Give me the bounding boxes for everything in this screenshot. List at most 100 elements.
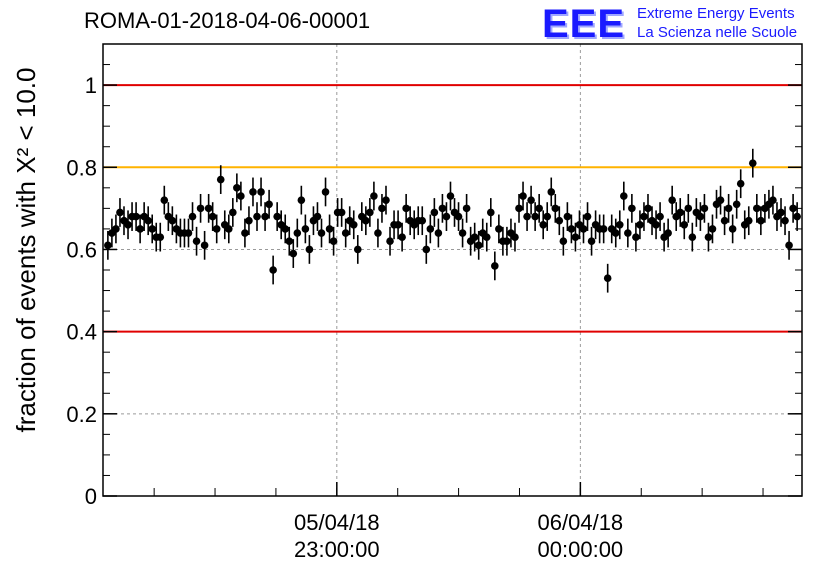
y-tick-label: 0.2	[66, 402, 97, 427]
data-point	[640, 212, 648, 221]
eee-logo-mark: EEE	[542, 2, 626, 46]
data-point	[680, 221, 689, 229]
data-point	[160, 196, 169, 204]
data-point	[426, 225, 435, 233]
data-point	[422, 245, 431, 254]
data-point	[519, 192, 527, 200]
data-point	[551, 204, 560, 213]
data-point	[398, 233, 406, 241]
data-point	[615, 221, 624, 229]
data-point	[785, 241, 793, 250]
data-point	[261, 212, 269, 221]
data-point	[495, 225, 503, 233]
data-point	[716, 196, 725, 204]
data-point	[644, 204, 652, 213]
data-point	[168, 216, 177, 225]
data-point	[156, 233, 165, 241]
data-point	[329, 237, 338, 246]
logo-line-1: Extreme Energy Events	[637, 5, 795, 22]
data-point	[458, 229, 467, 237]
data-point	[535, 204, 543, 213]
data-point	[555, 216, 564, 225]
data-point	[462, 204, 471, 213]
data-point	[241, 229, 249, 237]
data-point	[184, 229, 193, 237]
x-tick-label-time: 00:00:00	[538, 537, 624, 562]
data-point	[237, 192, 245, 200]
data-point	[720, 216, 729, 225]
data-point	[454, 212, 463, 221]
data-point	[446, 192, 455, 200]
data-point	[438, 204, 447, 213]
data-point	[212, 225, 221, 233]
data-point	[547, 188, 556, 196]
data-point	[696, 212, 705, 221]
data-point	[748, 159, 757, 167]
data-point	[293, 229, 302, 237]
x-tick-label-date: 05/04/18	[294, 510, 380, 535]
data-point	[148, 225, 157, 233]
data-point	[418, 216, 427, 225]
y-axis-title: fraction of events with X² < 10.0	[11, 68, 41, 433]
data-point	[769, 196, 777, 204]
data-point	[442, 212, 451, 221]
data-point	[700, 204, 709, 213]
data-point	[337, 208, 346, 217]
data-point	[366, 208, 374, 217]
data-point	[224, 225, 233, 233]
data-point	[378, 204, 386, 213]
data-point	[245, 216, 253, 225]
data-point	[656, 212, 664, 221]
data-point	[249, 188, 257, 196]
data-point	[611, 229, 620, 237]
data-point	[313, 212, 322, 221]
data-point	[491, 262, 499, 270]
data-point	[511, 233, 519, 241]
data-point	[688, 233, 697, 241]
data-point	[116, 208, 124, 217]
data-point	[728, 225, 737, 233]
data-point	[559, 237, 568, 246]
data-point	[744, 216, 753, 225]
data-point	[684, 204, 693, 213]
data-point	[470, 233, 479, 241]
data-point	[233, 184, 241, 192]
data-point	[567, 225, 576, 233]
data-point	[374, 229, 382, 237]
data-point	[341, 229, 350, 237]
data-point	[434, 229, 443, 237]
axis-ticks	[103, 43, 802, 497]
data-point	[515, 204, 523, 213]
data-point	[196, 204, 205, 213]
data-point	[281, 225, 290, 233]
data-point	[253, 212, 261, 221]
data-point	[474, 241, 483, 250]
data-point	[269, 266, 277, 274]
data-point	[136, 225, 144, 233]
data-point	[192, 237, 201, 246]
data-point	[676, 208, 685, 217]
data-point	[781, 216, 789, 225]
data-point	[620, 192, 628, 200]
grid-layer	[103, 44, 802, 496]
data-point	[668, 196, 676, 204]
data-point	[325, 225, 334, 233]
y-tick-label: 0	[85, 484, 97, 509]
data-point	[503, 237, 511, 246]
data-point	[257, 188, 265, 196]
data-point	[353, 245, 362, 254]
data-point	[305, 245, 314, 254]
data-point	[362, 216, 370, 225]
data-point	[652, 221, 660, 229]
data-point	[603, 274, 612, 283]
data-point	[531, 212, 539, 221]
data-point	[144, 216, 152, 225]
data-point	[624, 229, 632, 237]
data-point	[386, 237, 394, 246]
data-point	[486, 208, 495, 217]
data-point	[317, 229, 326, 237]
data-point	[704, 233, 713, 241]
data-point	[370, 192, 378, 200]
data-point	[394, 221, 402, 229]
